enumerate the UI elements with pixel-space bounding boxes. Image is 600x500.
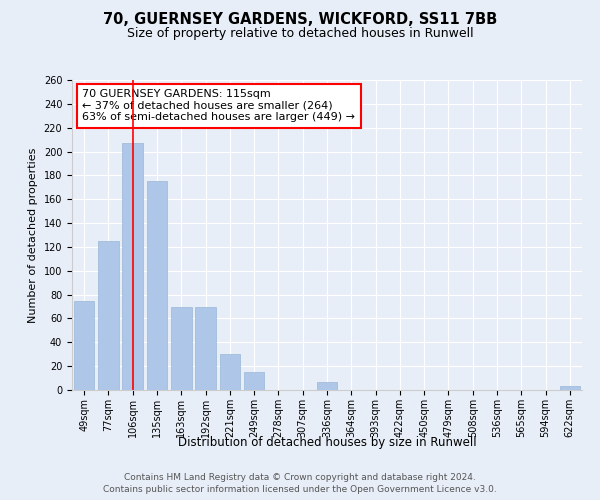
Bar [244,372,265,390]
Bar [220,354,240,390]
Y-axis label: Number of detached properties: Number of detached properties [28,148,38,322]
Bar [122,143,143,390]
Bar [74,300,94,390]
Text: Distribution of detached houses by size in Runwell: Distribution of detached houses by size … [178,436,476,449]
Text: 70, GUERNSEY GARDENS, WICKFORD, SS11 7BB: 70, GUERNSEY GARDENS, WICKFORD, SS11 7BB [103,12,497,28]
Text: Contains HM Land Registry data © Crown copyright and database right 2024.: Contains HM Land Registry data © Crown c… [124,472,476,482]
Bar [98,241,119,390]
Text: Size of property relative to detached houses in Runwell: Size of property relative to detached ho… [127,28,473,40]
Text: Contains public sector information licensed under the Open Government Licence v3: Contains public sector information licen… [103,485,497,494]
Bar [146,182,167,390]
Text: 70 GUERNSEY GARDENS: 115sqm
← 37% of detached houses are smaller (264)
63% of se: 70 GUERNSEY GARDENS: 115sqm ← 37% of det… [82,90,355,122]
Bar [171,306,191,390]
Bar [317,382,337,390]
Bar [560,386,580,390]
Bar [195,306,216,390]
